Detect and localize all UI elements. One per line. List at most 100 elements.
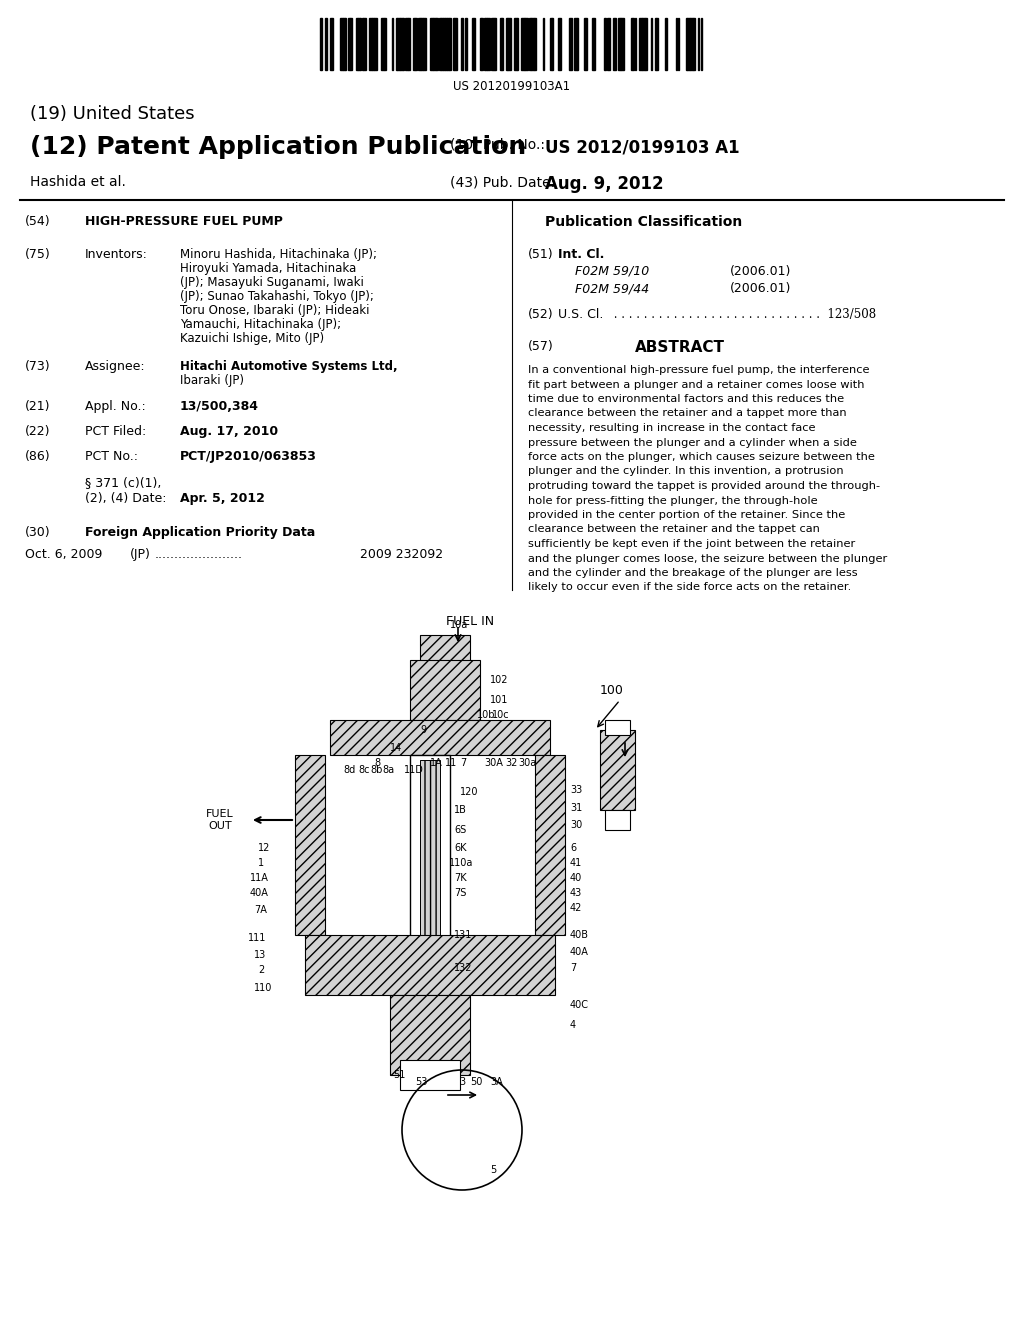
Bar bbox=[605, 719, 630, 735]
Text: 7K: 7K bbox=[454, 873, 467, 883]
Bar bbox=[415, 18, 417, 70]
Bar bbox=[406, 18, 408, 70]
Text: (51): (51) bbox=[528, 248, 554, 261]
Bar bbox=[481, 18, 483, 70]
Text: pressure between the plunger and a cylinder when a side: pressure between the plunger and a cylin… bbox=[528, 437, 857, 447]
Bar bbox=[358, 18, 360, 70]
Text: 5: 5 bbox=[490, 1166, 497, 1175]
Bar bbox=[372, 18, 374, 70]
Text: and the cylinder and the breakage of the plunger are less: and the cylinder and the breakage of the… bbox=[528, 568, 858, 578]
Text: 10a: 10a bbox=[450, 620, 468, 630]
Text: 2: 2 bbox=[258, 965, 264, 975]
Text: (2006.01): (2006.01) bbox=[730, 282, 792, 294]
Text: 7: 7 bbox=[570, 964, 577, 973]
Text: 1B: 1B bbox=[454, 805, 467, 814]
Bar bbox=[348, 18, 350, 70]
Text: (19) United States: (19) United States bbox=[30, 106, 195, 123]
Bar bbox=[613, 18, 616, 70]
Text: ......................: ...................... bbox=[155, 548, 243, 561]
Text: 40C: 40C bbox=[570, 1001, 589, 1010]
Text: 120: 120 bbox=[460, 787, 478, 797]
Bar bbox=[607, 18, 610, 70]
Bar bbox=[439, 18, 441, 70]
Bar bbox=[390, 995, 470, 1074]
Bar bbox=[418, 18, 420, 70]
Text: (JP): (JP) bbox=[130, 548, 151, 561]
Bar bbox=[618, 18, 620, 70]
Bar bbox=[441, 18, 443, 70]
Bar bbox=[665, 18, 667, 70]
Text: Int. Cl.: Int. Cl. bbox=[558, 248, 604, 261]
Bar bbox=[631, 18, 634, 70]
Text: Aug. 9, 2012: Aug. 9, 2012 bbox=[545, 176, 664, 193]
Text: 8d: 8d bbox=[343, 766, 355, 775]
Text: 53: 53 bbox=[415, 1077, 427, 1086]
Text: 30a: 30a bbox=[518, 758, 537, 768]
Bar bbox=[529, 18, 531, 70]
Text: 8a: 8a bbox=[382, 766, 394, 775]
Bar bbox=[449, 18, 451, 70]
Text: 8c: 8c bbox=[358, 766, 370, 775]
Bar bbox=[558, 18, 561, 70]
Text: (2006.01): (2006.01) bbox=[730, 265, 792, 279]
Text: 110a: 110a bbox=[449, 858, 473, 869]
Bar bbox=[340, 18, 343, 70]
Text: 110: 110 bbox=[254, 983, 272, 993]
Text: PCT/JP2010/063853: PCT/JP2010/063853 bbox=[180, 450, 316, 463]
Text: 40B: 40B bbox=[570, 931, 589, 940]
Text: (JP); Masayuki Suganami, Iwaki: (JP); Masayuki Suganami, Iwaki bbox=[180, 276, 364, 289]
Text: Apr. 5, 2012: Apr. 5, 2012 bbox=[180, 492, 265, 506]
Text: sufficiently be kept even if the joint between the retainer: sufficiently be kept even if the joint b… bbox=[528, 539, 855, 549]
Bar bbox=[569, 18, 572, 70]
Bar bbox=[445, 18, 447, 70]
Bar bbox=[472, 18, 475, 70]
Bar bbox=[330, 719, 550, 755]
Text: 101: 101 bbox=[490, 696, 508, 705]
Bar bbox=[350, 18, 352, 70]
Text: 12: 12 bbox=[258, 843, 270, 853]
Text: Kazuichi Ishige, Mito (JP): Kazuichi Ishige, Mito (JP) bbox=[180, 333, 325, 345]
Text: 131: 131 bbox=[454, 931, 472, 940]
Text: likely to occur even if the side force acts on the retainer.: likely to occur even if the side force a… bbox=[528, 582, 851, 593]
Text: 111: 111 bbox=[248, 933, 266, 942]
Bar bbox=[508, 18, 511, 70]
Text: (52): (52) bbox=[528, 308, 554, 321]
Bar bbox=[343, 18, 345, 70]
Bar bbox=[381, 18, 384, 70]
Text: Appl. No.:: Appl. No.: bbox=[85, 400, 145, 413]
Text: hole for press-fitting the plunger, the through-hole: hole for press-fitting the plunger, the … bbox=[528, 495, 817, 506]
Text: Hitachi Automotive Systems Ltd,: Hitachi Automotive Systems Ltd, bbox=[180, 360, 397, 374]
Text: (54): (54) bbox=[25, 215, 50, 228]
Bar bbox=[443, 18, 445, 70]
Bar bbox=[295, 755, 325, 935]
Bar bbox=[410, 660, 480, 719]
Text: (21): (21) bbox=[25, 400, 50, 413]
Text: (JP); Sunao Takahashi, Tokyo (JP);: (JP); Sunao Takahashi, Tokyo (JP); bbox=[180, 290, 374, 304]
Bar bbox=[430, 18, 433, 70]
Text: Aug. 17, 2010: Aug. 17, 2010 bbox=[180, 425, 279, 438]
Text: § 371 (c)(1),: § 371 (c)(1), bbox=[85, 477, 162, 488]
Text: provided in the center portion of the retainer. Since the: provided in the center portion of the re… bbox=[528, 510, 845, 520]
Text: FUEL
OUT: FUEL OUT bbox=[206, 809, 233, 830]
Bar bbox=[514, 18, 517, 70]
Text: 8: 8 bbox=[374, 758, 380, 768]
Text: (12) Patent Application Publication: (12) Patent Application Publication bbox=[30, 135, 526, 158]
Text: (2), (4) Date:: (2), (4) Date: bbox=[85, 492, 167, 506]
Text: 7A: 7A bbox=[254, 906, 267, 915]
Text: 33: 33 bbox=[570, 785, 583, 795]
Bar bbox=[584, 18, 587, 70]
Text: Oct. 6, 2009: Oct. 6, 2009 bbox=[25, 548, 102, 561]
Text: protruding toward the tappet is provided around the through-: protruding toward the tappet is provided… bbox=[528, 480, 880, 491]
Bar bbox=[605, 810, 630, 830]
Text: U.S. Cl.: U.S. Cl. bbox=[558, 308, 603, 321]
Text: 42: 42 bbox=[570, 903, 583, 913]
Text: (73): (73) bbox=[25, 360, 50, 374]
Text: 30: 30 bbox=[570, 820, 583, 830]
Bar bbox=[521, 18, 524, 70]
Bar bbox=[574, 18, 577, 70]
Text: 3: 3 bbox=[459, 1077, 465, 1086]
Text: 13: 13 bbox=[254, 950, 266, 960]
Text: 3A: 3A bbox=[490, 1077, 503, 1086]
Bar bbox=[325, 18, 327, 70]
Text: 40A: 40A bbox=[250, 888, 269, 898]
